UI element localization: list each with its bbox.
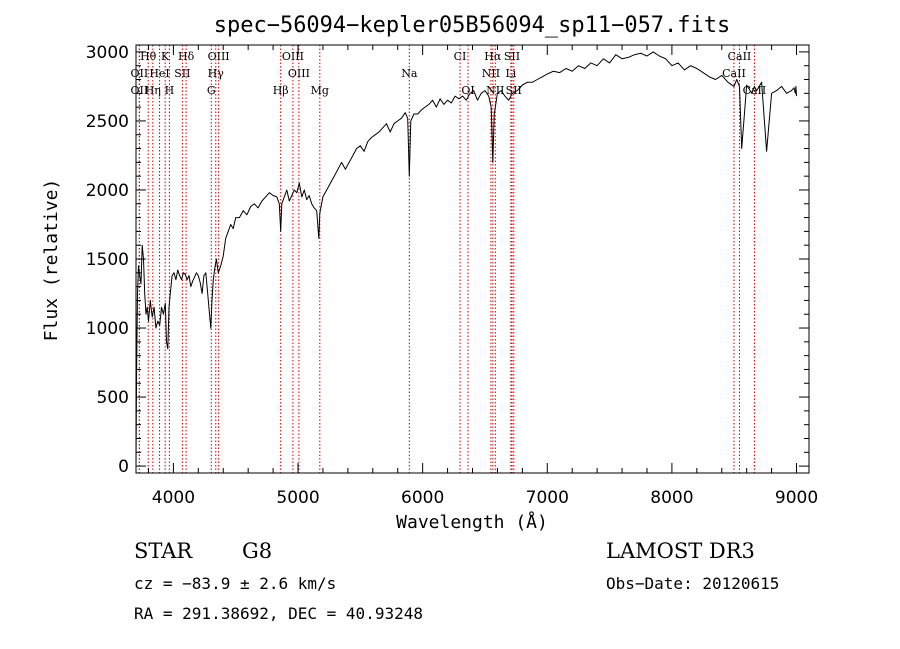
survey-name: LAMOST DR3 xyxy=(606,539,755,563)
x-tick-label: 9000 xyxy=(775,488,818,508)
line-label: Hδ xyxy=(178,50,195,63)
y-tick-label: 1000 xyxy=(86,319,129,339)
observation-date: Obs−Date: 20120615 xyxy=(606,574,779,593)
line-label: G xyxy=(207,84,216,97)
y-tick-labels: 0 500 1000 1500 2000 2500 3000 xyxy=(86,43,129,477)
chart-title: spec−56094−kepler05B56094_sp11−057.fits xyxy=(214,13,731,38)
x-tick-label: 4000 xyxy=(152,488,195,508)
line-label: Na xyxy=(401,67,418,80)
line-label: OIII xyxy=(282,50,304,63)
y-tick-label: 0 xyxy=(118,457,129,477)
object-class: STAR xyxy=(134,539,193,563)
spectrum-line xyxy=(135,51,797,467)
line-label: SII xyxy=(506,84,522,97)
line-label: CaII xyxy=(722,67,746,80)
line-label: Hγ xyxy=(208,67,225,80)
line-label: Li xyxy=(505,67,516,80)
line-label: OII xyxy=(131,84,149,97)
x-tick-label: 5000 xyxy=(276,488,319,508)
line-label: CI xyxy=(454,50,467,63)
redshift-value: cz = −83.9 ± 2.6 km/s xyxy=(134,574,336,593)
y-axis-label: Flux (relative) xyxy=(41,179,62,342)
line-label: NII xyxy=(482,67,500,80)
line-label: Mg xyxy=(311,84,329,97)
line-label: NII xyxy=(486,84,504,97)
line-label: Hα xyxy=(484,50,502,63)
line-label: Hβ xyxy=(273,84,289,97)
x-axis-label: Wavelength (Å) xyxy=(396,511,548,533)
line-label: Hη xyxy=(145,84,161,97)
y-tick-label: 2500 xyxy=(86,112,129,132)
line-label: K xyxy=(161,50,170,63)
line-label: SII xyxy=(504,50,520,63)
line-label: OII xyxy=(131,67,149,80)
coordinates: RA = 291.38692, DEC = 40.93248 xyxy=(134,604,423,623)
line-label: OI xyxy=(461,84,474,97)
plot-frame xyxy=(135,44,810,474)
y-tick-label: 1500 xyxy=(86,250,129,270)
x-tick-label: 6000 xyxy=(401,488,444,508)
line-label: CaII xyxy=(728,50,752,63)
line-label: SII xyxy=(174,67,190,80)
x-tick-label: 8000 xyxy=(650,488,693,508)
y-tick-label: 500 xyxy=(97,388,129,408)
line-label: OIII xyxy=(288,67,310,80)
axis-ticks xyxy=(136,45,809,473)
line-label: CaII xyxy=(743,84,767,97)
x-tick-label: 7000 xyxy=(526,488,569,508)
object-subclass: G8 xyxy=(242,539,272,563)
line-label: H xyxy=(165,84,175,97)
x-tick-labels: 4000 5000 6000 7000 8000 9000 xyxy=(152,488,818,508)
spectral-line-markers xyxy=(138,45,755,473)
line-label: HeI xyxy=(149,67,169,80)
line-label: Hθ xyxy=(140,50,157,63)
line-label: OIII xyxy=(208,50,230,63)
y-tick-label: 2000 xyxy=(86,181,129,201)
spectrum-info: STAR G8 LAMOST DR3 cz = −83.9 ± 2.6 km/s… xyxy=(134,539,779,623)
y-tick-label: 3000 xyxy=(86,43,129,63)
